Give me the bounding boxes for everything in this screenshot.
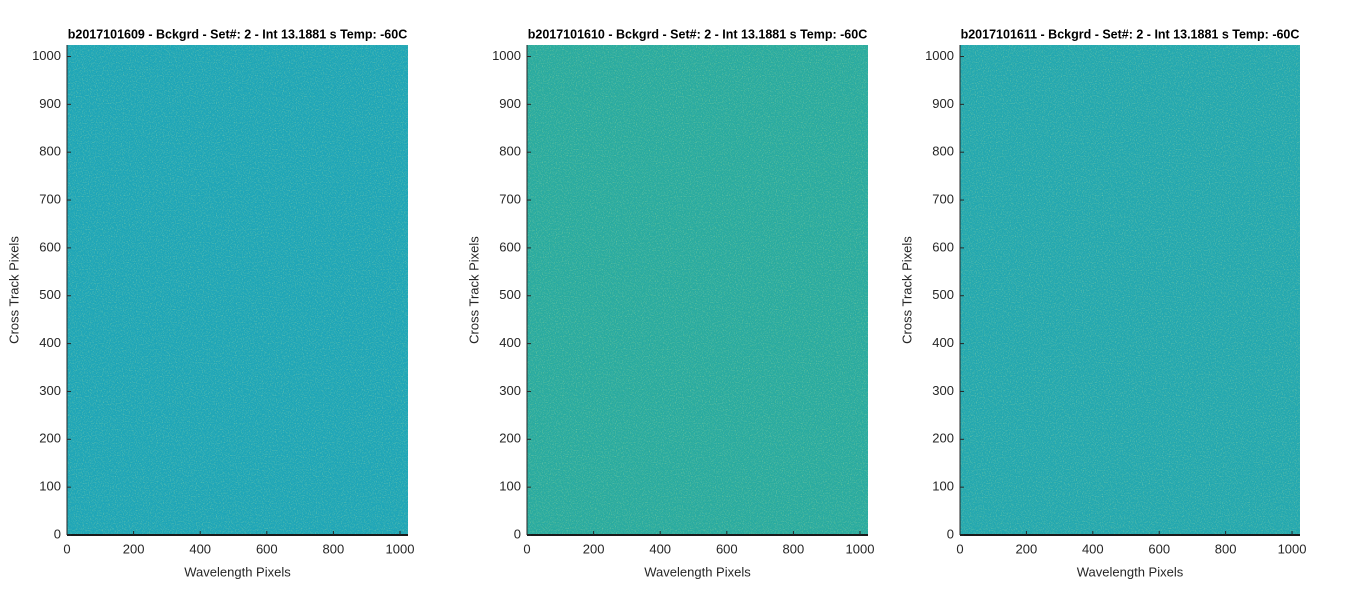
y-tick-label: 500 — [932, 287, 954, 302]
chart-title: b2017101611 - Bckgrd - Set#: 2 - Int 13.… — [961, 27, 1300, 41]
y-tick-label: 1000 — [32, 48, 61, 63]
y-tick-label: 700 — [932, 191, 954, 206]
y-axis-label: Cross Track Pixels — [899, 236, 914, 344]
heatmap-noise — [67, 45, 408, 535]
y-tick-label: 200 — [932, 431, 954, 446]
y-tick-label: 400 — [499, 335, 521, 350]
heatmap-noise — [527, 45, 868, 535]
x-axis-label: Wavelength Pixels — [184, 564, 291, 579]
x-tick-label: 800 — [323, 541, 345, 556]
x-tick-label: 400 — [649, 541, 671, 556]
y-tick-label: 1000 — [492, 48, 521, 63]
x-tick-label: 800 — [1215, 541, 1237, 556]
y-tick-label: 500 — [499, 287, 521, 302]
y-tick-label: 200 — [499, 431, 521, 446]
y-tick-label: 200 — [39, 431, 61, 446]
x-tick-label: 800 — [783, 541, 805, 556]
y-tick-label: 900 — [499, 96, 521, 111]
y-axis-label: Cross Track Pixels — [6, 236, 21, 344]
x-tick-label: 400 — [189, 541, 211, 556]
x-axis-label: Wavelength Pixels — [644, 564, 751, 579]
x-tick-label: 0 — [523, 541, 530, 556]
y-tick-label: 400 — [932, 335, 954, 350]
x-tick-label: 1000 — [846, 541, 875, 556]
x-tick-label: 600 — [716, 541, 738, 556]
y-tick-label: 600 — [499, 239, 521, 254]
y-axis-label: Cross Track Pixels — [466, 236, 481, 344]
y-tick-label: 400 — [39, 335, 61, 350]
x-tick-label: 200 — [583, 541, 605, 556]
y-tick-label: 300 — [39, 383, 61, 398]
y-tick-label: 0 — [947, 526, 954, 541]
y-tick-label: 800 — [932, 144, 954, 159]
x-tick-label: 200 — [1016, 541, 1038, 556]
y-tick-label: 800 — [499, 144, 521, 159]
x-tick-label: 0 — [63, 541, 70, 556]
y-tick-label: 1000 — [925, 48, 954, 63]
chart-title: b2017101610 - Bckgrd - Set#: 2 - Int 13.… — [528, 27, 868, 41]
x-tick-label: 200 — [123, 541, 145, 556]
x-tick-label: 1000 — [1278, 541, 1307, 556]
heatmap-noise — [960, 45, 1300, 535]
x-tick-label: 0 — [956, 541, 963, 556]
y-tick-label: 300 — [932, 383, 954, 398]
y-tick-label: 100 — [932, 479, 954, 494]
y-tick-label: 0 — [54, 526, 61, 541]
y-tick-label: 600 — [932, 239, 954, 254]
y-tick-label: 100 — [499, 479, 521, 494]
y-tick-label: 500 — [39, 287, 61, 302]
x-axis-label: Wavelength Pixels — [1077, 564, 1184, 579]
x-tick-label: 600 — [1148, 541, 1170, 556]
x-tick-label: 1000 — [386, 541, 415, 556]
y-tick-label: 800 — [39, 144, 61, 159]
x-tick-label: 600 — [256, 541, 278, 556]
y-tick-label: 100 — [39, 479, 61, 494]
y-tick-label: 900 — [39, 96, 61, 111]
chart-title: b2017101609 - Bckgrd - Set#: 2 - Int 13.… — [68, 27, 408, 41]
y-tick-label: 700 — [39, 191, 61, 206]
y-tick-label: 700 — [499, 191, 521, 206]
y-tick-label: 900 — [932, 96, 954, 111]
y-tick-label: 0 — [514, 526, 521, 541]
y-tick-label: 300 — [499, 383, 521, 398]
y-tick-label: 600 — [39, 239, 61, 254]
x-tick-label: 400 — [1082, 541, 1104, 556]
